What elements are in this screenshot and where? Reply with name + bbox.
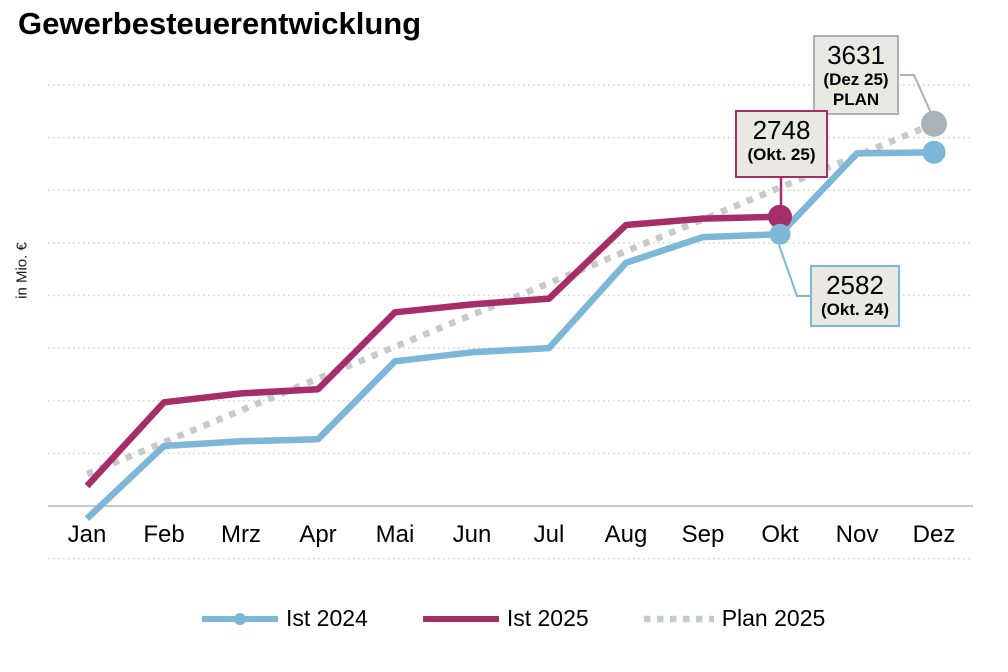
legend-swatch-line-marker-icon [202, 612, 278, 625]
x-tick-label-jun: Jun [452, 521, 492, 548]
x-tick-label-mrz: Mrz [221, 521, 261, 548]
leader-line-ist2024-okt [778, 244, 810, 297]
leader-line-plan-dez [900, 74, 932, 114]
annotation-box-ist2025-okt: 2748 (Okt. 25) [735, 110, 828, 178]
x-tick-label-okt: Okt [761, 521, 799, 548]
legend-swatch-dotted-line-icon [643, 615, 714, 622]
x-tick-label-aug: Aug [604, 521, 648, 548]
legend-label: Plan 2025 [721, 605, 826, 631]
x-tick-label-nov: Nov [835, 521, 879, 548]
data-point-ist2025-okt [768, 204, 792, 229]
x-tick-label-jul: Jul [533, 521, 565, 548]
legend-item-plan2025[interactable]: Plan 2025 [642, 605, 826, 632]
annotation-box-ist2024-okt: 2582 (Okt. 24) [810, 265, 900, 327]
data-point-ist2024-okt [769, 223, 791, 245]
annotation-box-plan-dez: 3631 (Dez 25) PLAN [813, 35, 899, 115]
annotation-caption: (Okt. 25) [747, 145, 816, 164]
x-tick-label-sep: Sep [681, 521, 725, 548]
x-tick-label-feb: Feb [143, 521, 185, 548]
annotation-caption: (Okt. 24) [820, 300, 890, 319]
legend-label: Ist 2024 [286, 605, 368, 631]
x-tick-label-apr: Apr [299, 521, 337, 548]
series-line-ist2024 [84, 149, 935, 521]
annotation-value: 2748 [752, 115, 811, 145]
legend-item-ist2024[interactable]: Ist 2024 [200, 605, 368, 632]
x-tick-label-mai: Mai [375, 521, 415, 548]
data-point-ist2024-dez [922, 140, 946, 164]
x-tick-label-jan: Jan [67, 521, 107, 548]
x-tick-label-dez: Dez [912, 521, 956, 548]
chart-title: Gewerbesteuerentwicklung [18, 6, 422, 41]
annotation-caption-2: PLAN [832, 90, 880, 109]
legend-label: Ist 2025 [506, 605, 589, 631]
data-point-plan2025-dez [921, 110, 947, 137]
series-line-ist2025 [84, 213, 781, 489]
legend-swatch-solid-line-icon [422, 615, 499, 622]
chart-legend: Ist 2024 Ist 2025 Plan 2025 [200, 605, 825, 632]
annotation-value: 2582 [826, 270, 884, 300]
annotation-caption: (Dez 25) [823, 70, 889, 89]
annotation-value: 3631 [827, 40, 885, 70]
legend-item-ist2025[interactable]: Ist 2025 [421, 605, 589, 632]
